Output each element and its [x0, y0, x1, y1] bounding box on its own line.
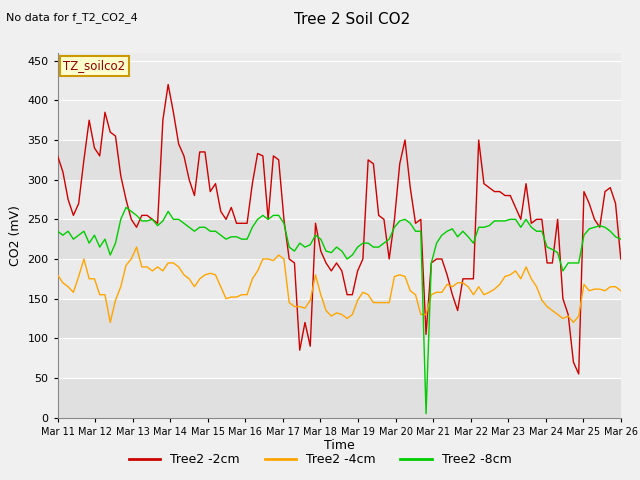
- Y-axis label: CO2 (mV): CO2 (mV): [9, 205, 22, 265]
- Bar: [58, 180, 621, 219]
- Bar: [58, 259, 621, 299]
- Bar: [58, 53, 621, 100]
- Text: TZ_soilco2: TZ_soilco2: [63, 59, 125, 72]
- Text: Tree 2 Soil CO2: Tree 2 Soil CO2: [294, 12, 410, 27]
- X-axis label: Time: Time: [324, 439, 355, 453]
- Bar: [58, 338, 621, 378]
- Bar: [58, 100, 621, 140]
- Legend: Tree2 -2cm, Tree2 -4cm, Tree2 -8cm: Tree2 -2cm, Tree2 -4cm, Tree2 -8cm: [124, 448, 516, 471]
- Text: No data for f_T2_CO2_4: No data for f_T2_CO2_4: [6, 12, 138, 23]
